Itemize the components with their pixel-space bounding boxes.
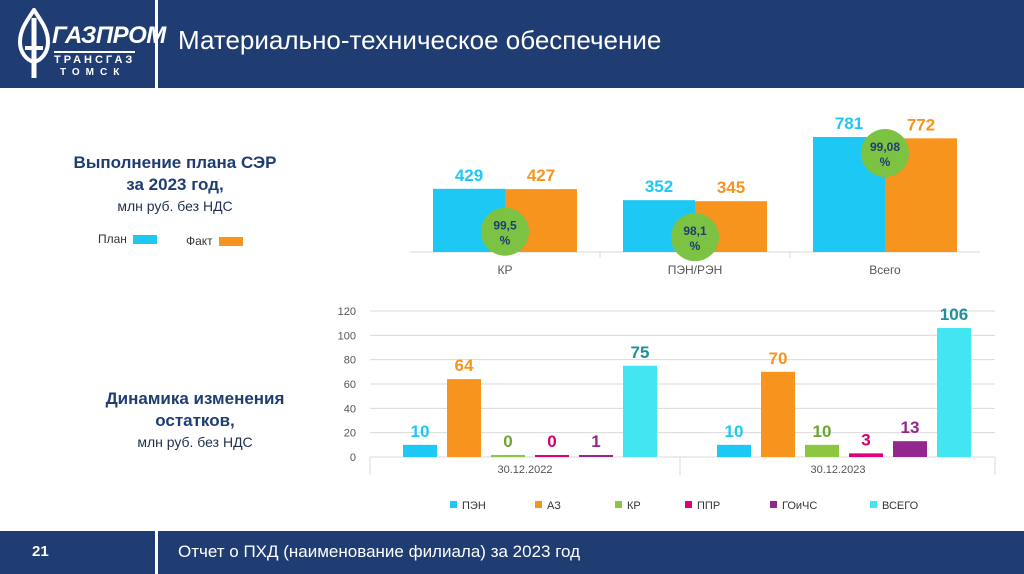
bar-1-1 (761, 371, 795, 457)
category-label: 30.12.2022 (497, 464, 552, 476)
legend-item-гоичс: ГОиЧС (770, 500, 817, 512)
logo-text-transgaz: ТРАНСГАЗ (54, 51, 136, 66)
legend-item-fact: Факт (186, 234, 243, 248)
bar-value-label: 10 (725, 422, 744, 441)
y-tick-label: 20 (344, 428, 356, 440)
footer-text: Отчет о ПХД (наименование филиала) за 20… (178, 542, 581, 561)
legend-item-кр: КР (615, 500, 641, 512)
gas-flame-icon (17, 8, 51, 78)
y-tick-label: 40 (344, 403, 356, 415)
percent-sign: % (690, 239, 701, 253)
plan-units: млн руб. без НДС (117, 198, 233, 214)
bar-1-2 (805, 444, 839, 457)
legend-label-plan: План (98, 232, 127, 246)
bar-value-label: 10 (813, 422, 832, 441)
plan-title-line1: Выполнение плана СЭР (73, 153, 277, 172)
bar-0-5 (623, 365, 657, 457)
page-title: Материально-техническое обеспечение (178, 25, 662, 55)
legend-item-пэн: ПЭН (450, 500, 486, 512)
bar-1-5 (937, 328, 971, 457)
percent-value: 99,08 (870, 140, 900, 154)
bar-value-label: 781 (835, 114, 863, 133)
category-label: КР (498, 263, 513, 277)
percent-sign: % (500, 234, 511, 248)
plan-title-line2: за 2023 год, (126, 175, 224, 194)
percent-badge-circle (861, 129, 909, 177)
bar-0-4 (579, 455, 613, 457)
percent-sign: % (880, 155, 891, 169)
percent-badge-circle (671, 213, 719, 262)
bar-value-label: 429 (455, 166, 483, 185)
legend-swatch (770, 501, 777, 508)
dynamics-section-title: Динамика изменения остатков, (60, 388, 330, 432)
plan-section-title: Выполнение плана СЭР за 2023 год, (40, 152, 310, 196)
percent-badge: 98,1% (671, 213, 719, 262)
bar-1-3 (849, 453, 883, 457)
bar-0-0 (403, 444, 437, 457)
category-label: ПЭН/РЭН (668, 263, 723, 277)
dynamics-title-line1: Динамика изменения (105, 389, 285, 408)
bar-value-label: 106 (940, 305, 968, 324)
bar-0-2 (491, 455, 525, 457)
legend-swatch (685, 501, 692, 508)
category-label: 30.12.2023 (810, 464, 865, 476)
legend-swatch (535, 501, 542, 508)
legend-item-ппр: ППР (685, 500, 720, 512)
y-tick-label: 120 (338, 306, 356, 318)
legend-label: ВСЕГО (882, 500, 919, 512)
legend-label-fact: Факт (186, 234, 213, 248)
legend-swatch (870, 501, 877, 508)
bar-value-label: 0 (547, 432, 556, 451)
bar-value-label: 10 (411, 422, 430, 441)
legend-swatch (450, 501, 457, 508)
y-tick-label: 0 (350, 452, 356, 464)
percent-value: 98,1 (683, 224, 707, 238)
bar-1-4 (893, 441, 927, 457)
legend-label: ППР (697, 500, 720, 512)
percent-value: 99,5 (493, 219, 517, 233)
percent-badge-circle (481, 207, 529, 256)
bar-value-label: 0 (503, 432, 512, 451)
y-tick-label: 100 (338, 330, 356, 342)
bar-value-label: 427 (527, 166, 555, 185)
bar-value-label: 70 (769, 349, 788, 368)
legend-label: ГОиЧС (782, 500, 817, 512)
bar-value-label: 1 (591, 432, 600, 451)
percent-badge: 99,08% (861, 129, 909, 177)
bar-value-label: 3 (861, 430, 870, 449)
bar-0-1 (447, 379, 481, 457)
legend-item-всего: ВСЕГО (870, 500, 919, 512)
legend-swatch-plan (132, 235, 157, 245)
footer-bar: 21 Отчет о ПХД (наименование филиала) за… (0, 531, 1024, 574)
legend-swatch-fact (218, 237, 243, 247)
header-bar: ГАЗПРОМ ТРАНСГАЗ ТОМСК Материально-техни… (0, 0, 1024, 88)
category-label: Всего (869, 263, 901, 277)
bar-value-label: 345 (717, 178, 745, 197)
company-logo: ГАЗПРОМ ТРАНСГАЗ ТОМСК (0, 0, 166, 88)
legend-swatch (615, 501, 622, 508)
y-tick-label: 80 (344, 355, 356, 367)
y-tick-label: 60 (344, 379, 356, 391)
legend-label: КР (627, 500, 641, 512)
legend-label: ПЭН (462, 500, 486, 512)
legend-item-аз: АЗ (535, 500, 561, 512)
legend-label: АЗ (547, 500, 561, 512)
footer-page-box: 21 (0, 531, 158, 574)
bar-0-3 (535, 455, 569, 457)
page-number: 21 (32, 543, 49, 560)
bar-value-label: 772 (907, 115, 935, 134)
bar-value-label: 13 (901, 418, 920, 437)
legend-item-plan: План (98, 232, 157, 246)
dynamics-units: млн руб. без НДС (137, 434, 253, 450)
dynamics-title-line2: остатков, (155, 411, 235, 430)
bar-value-label: 75 (631, 343, 650, 362)
logo-text-gazprom: ГАЗПРОМ (52, 22, 166, 49)
bar-1-0 (717, 444, 751, 457)
balance-dynamics-chart: 0 20 40 60 80 100 120 10 64 0 0 1 75 30.12.2022 10 70 10… (338, 305, 996, 512)
percent-badge: 99,5% (481, 207, 529, 256)
bar-value-label: 352 (645, 177, 673, 196)
bar-value-label: 64 (455, 356, 474, 375)
logo-text-tomsk: ТОМСК (60, 67, 126, 78)
